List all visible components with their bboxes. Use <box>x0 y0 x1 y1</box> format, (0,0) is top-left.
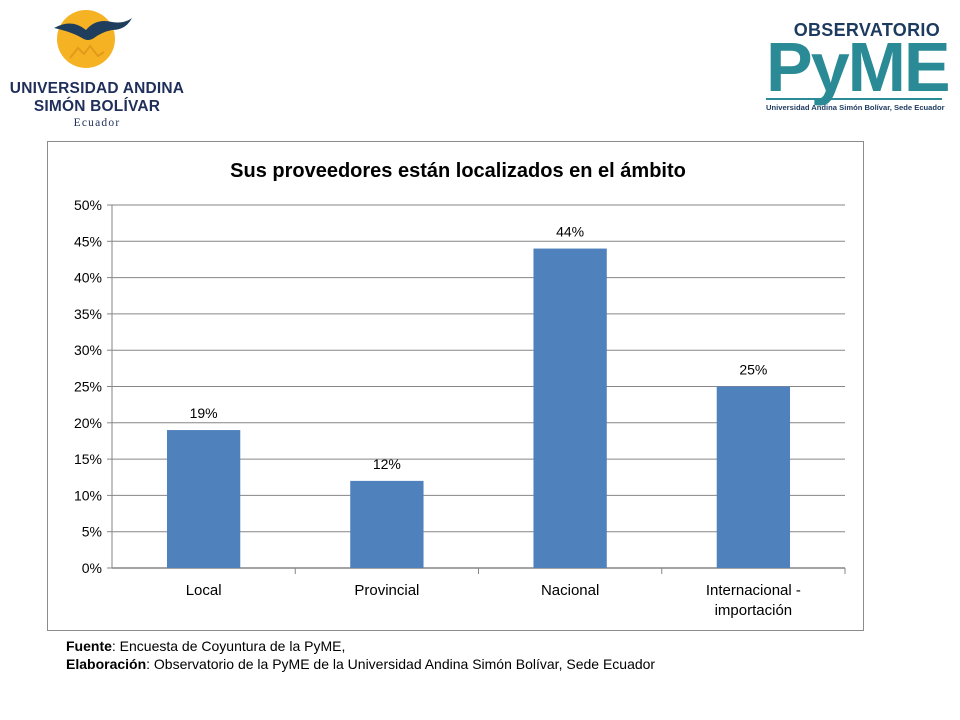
y-tick-label: 5% <box>82 524 102 540</box>
y-tick-label: 45% <box>74 233 102 249</box>
observatory-subtitle: Universidad Andina Simón Bolívar, Sede E… <box>766 103 945 112</box>
prepared-line: Elaboración: Observatorio de la PyME de … <box>66 655 655 673</box>
y-tick-label: 40% <box>74 270 102 286</box>
y-tick-label: 20% <box>74 415 102 431</box>
data-label: 25% <box>739 362 767 378</box>
bar <box>716 386 791 568</box>
y-tick-label: 10% <box>74 487 102 503</box>
source-note: Fuente: Encuesta de Coyuntura de la PyME… <box>66 637 655 673</box>
x-tick-label: Internacional - <box>706 582 801 599</box>
condor-sun-emblem-icon <box>54 10 132 68</box>
university-location: Ecuador <box>73 117 121 129</box>
chart-frame: Sus proveedores están localizados en el … <box>47 141 864 631</box>
y-tick-label: 15% <box>74 451 102 467</box>
y-tick-label: 30% <box>74 342 102 358</box>
bar-chart: Sus proveedores están localizados en el … <box>74 160 846 619</box>
observatory-logo: OBSERVATORIO PyME Universidad Andina Sim… <box>764 14 951 124</box>
source-text: : Encuesta de Coyuntura de la PyME, <box>111 638 346 654</box>
university-logo: UNIVERSIDAD ANDINA SIMÓN BOLÍVAR Ecuador <box>8 8 184 133</box>
chart-title: Sus proveedores están localizados en el … <box>230 160 686 182</box>
brand-divider <box>766 98 942 100</box>
bar <box>533 248 607 568</box>
source-label: Fuente <box>66 638 112 654</box>
prepared-label: Elaboración <box>66 656 147 672</box>
observatory-title: OBSERVATORIO <box>793 20 940 40</box>
source-line: Fuente: Encuesta de Coyuntura de la PyME… <box>66 637 655 655</box>
data-label: 12% <box>373 456 401 472</box>
bar <box>350 480 424 568</box>
y-tick-label: 35% <box>74 306 102 322</box>
x-tick-label: importación <box>715 602 793 619</box>
data-label: 19% <box>190 405 218 421</box>
x-tick-label: Provincial <box>354 582 419 599</box>
pyme-brand: PyME <box>766 28 951 106</box>
university-name-line2: SIMÓN BOLÍVAR <box>33 98 161 115</box>
x-tick-label: Local <box>186 582 222 599</box>
y-tick-label: 0% <box>82 560 102 576</box>
y-tick-label: 50% <box>74 197 102 213</box>
data-label: 44% <box>556 224 584 240</box>
prepared-text: : Observatorio de la PyME de la Universi… <box>146 656 656 672</box>
y-tick-label: 25% <box>74 379 102 395</box>
x-tick-label: Nacional <box>541 582 599 599</box>
university-name-line1: UNIVERSIDAD ANDINA <box>9 80 185 97</box>
bar <box>166 430 241 568</box>
